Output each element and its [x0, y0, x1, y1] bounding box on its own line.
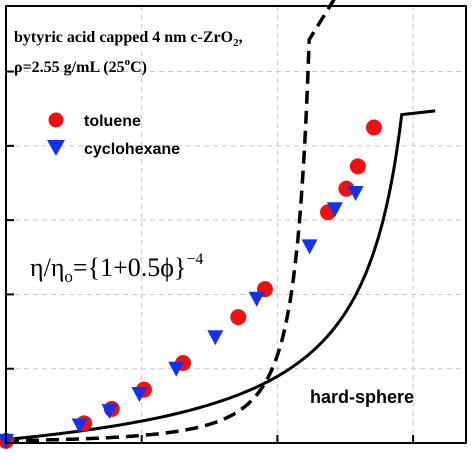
data-point-cyclohexane	[301, 239, 318, 255]
data-point-cyclohexane	[101, 404, 118, 420]
legend-marker-cyclohexane	[47, 140, 65, 156]
hard-sphere-curve	[5, 109, 436, 441]
annotation-title-line1: bytyric acid capped 4 nm c-ZrO2,	[14, 29, 243, 49]
data-point-cyclohexane	[207, 330, 224, 346]
curves	[5, 0, 436, 443]
equation-label: η/ηo={1+0.5ϕ}−4	[30, 251, 203, 286]
data-point-toluene	[338, 180, 355, 197]
data-point-cyclohexane	[168, 361, 185, 377]
data-point-cyclohexane	[131, 387, 148, 403]
fit-curve-dashed	[6, 0, 336, 443]
data-point-toluene	[366, 119, 382, 136]
data-point-cyclohexane	[347, 186, 364, 202]
axis-ticks	[6, 70, 415, 443]
legend-label-cyclohexane: cyclohexane	[84, 141, 180, 158]
data-point-cyclohexane	[248, 291, 265, 307]
legend-label-toluene: toluene	[84, 113, 141, 130]
hard-sphere-label: hard-sphere	[310, 387, 414, 407]
data-point-cyclohexane	[71, 418, 88, 434]
data-point-cyclohexane	[326, 202, 343, 218]
annotation-title-line2: ρ=2.55 g/mL (25oC)	[14, 56, 147, 76]
legend: toluene cyclohexane	[47, 112, 180, 158]
legend-marker-toluene	[48, 112, 64, 128]
grid	[6, 6, 466, 443]
plot-frame	[5, 5, 467, 444]
data-point-toluene	[230, 309, 247, 326]
data-point-toluene	[349, 158, 366, 175]
data-points	[0, 119, 382, 449]
